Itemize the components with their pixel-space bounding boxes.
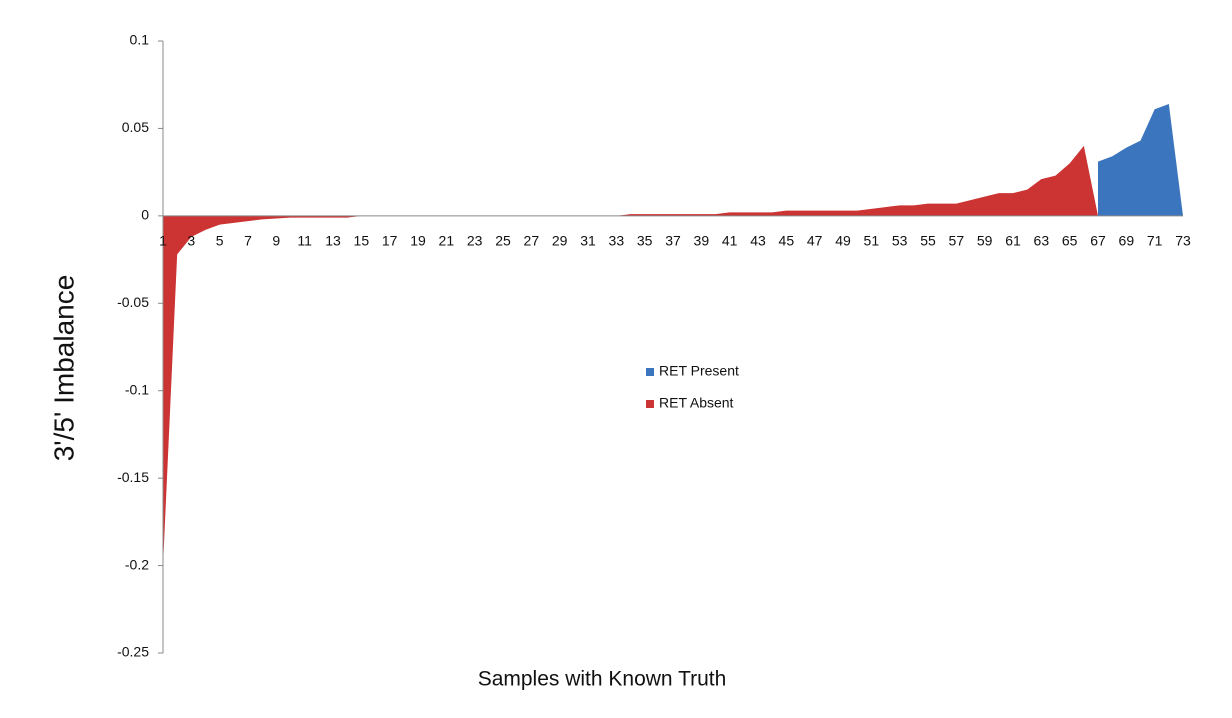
x-tick-label: 3: [187, 233, 195, 249]
x-tick-label: 63: [1034, 233, 1050, 249]
x-tick-label: 69: [1119, 233, 1135, 249]
x-tick-label: 33: [609, 233, 625, 249]
x-tick-label: 47: [807, 233, 823, 249]
x-axis-title: Samples with Known Truth: [478, 668, 727, 691]
x-tick-label: 27: [524, 233, 540, 249]
x-tick-label: 31: [580, 233, 596, 249]
x-tick-label: 71: [1147, 233, 1163, 249]
x-tick-label: 41: [722, 233, 738, 249]
y-tick-label: -0.1: [125, 381, 149, 397]
x-tick-label: 11: [297, 233, 312, 249]
x-tick-label: 7: [244, 233, 252, 249]
x-tick-label: 43: [750, 233, 766, 249]
y-tick-label: -0.15: [117, 469, 149, 485]
y-tick-label: 0.05: [122, 119, 149, 135]
legend-swatch: [646, 400, 654, 408]
legend-label: RET Present: [659, 363, 739, 379]
y-tick-label: -0.05: [117, 294, 149, 310]
y-tick-label: 0: [141, 207, 149, 223]
x-tick-label: 45: [779, 233, 795, 249]
x-tick-label: 35: [637, 233, 653, 249]
x-tick-label: 67: [1090, 233, 1106, 249]
y-axis-title: 3'/5' Imbalance: [48, 275, 79, 462]
x-tick-label: 1: [159, 233, 167, 249]
x-tick-label: 25: [495, 233, 511, 249]
area: [1098, 103, 1183, 216]
x-tick-label: 55: [920, 233, 936, 249]
y-tick-label: -0.2: [125, 556, 149, 572]
legend-label: RET Absent: [659, 395, 734, 411]
x-tick-label: 17: [382, 233, 398, 249]
x-tick-label: 57: [949, 233, 965, 249]
area: [163, 145, 1098, 566]
x-tick-label: 19: [410, 233, 426, 249]
x-tick-label: 13: [325, 233, 341, 249]
x-tick-label: 61: [1005, 233, 1021, 249]
x-tick-label: 23: [467, 233, 483, 249]
x-tick-label: 5: [216, 233, 224, 249]
x-tick-label: 9: [272, 233, 280, 249]
x-tick-label: 39: [694, 233, 710, 249]
x-tick-label: 73: [1175, 233, 1191, 249]
x-tick-label: 59: [977, 233, 993, 249]
x-tick-label: 29: [552, 233, 568, 249]
legend-swatch: [646, 368, 654, 376]
x-tick-label: 37: [665, 233, 681, 249]
x-tick-label: 51: [864, 233, 880, 249]
y-tick-label: 0.1: [130, 32, 150, 48]
x-tick-label: 53: [892, 233, 908, 249]
x-tick-label: 21: [439, 233, 455, 249]
x-tick-label: 65: [1062, 233, 1078, 249]
x-tick-label: 49: [835, 233, 851, 249]
x-tick-label: 15: [354, 233, 370, 249]
y-tick-label: -0.25: [117, 644, 149, 660]
